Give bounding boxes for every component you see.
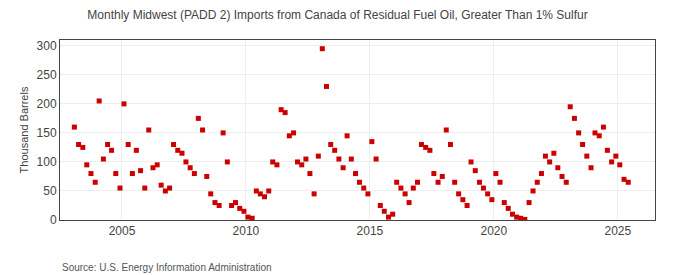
svg-text:0: 0 — [50, 213, 57, 227]
svg-text:150: 150 — [37, 126, 57, 140]
svg-text:2005: 2005 — [109, 224, 136, 238]
svg-text:Source: U.S. Energy Informatio: Source: U.S. Energy Information Administ… — [62, 262, 272, 273]
svg-text:300: 300 — [37, 39, 57, 53]
svg-text:2015: 2015 — [357, 224, 384, 238]
svg-text:100: 100 — [37, 155, 57, 169]
svg-text:2020: 2020 — [480, 224, 507, 238]
svg-text:2025: 2025 — [604, 224, 631, 238]
svg-text:2010: 2010 — [233, 224, 260, 238]
svg-text:50: 50 — [43, 184, 57, 198]
svg-text:200: 200 — [37, 97, 57, 111]
svg-text:Monthly Midwest (PADD 2) Impor: Monthly Midwest (PADD 2) Imports from Ca… — [87, 8, 587, 22]
svg-text:250: 250 — [37, 68, 57, 82]
svg-text:Thousand Barrels: Thousand Barrels — [18, 86, 30, 173]
